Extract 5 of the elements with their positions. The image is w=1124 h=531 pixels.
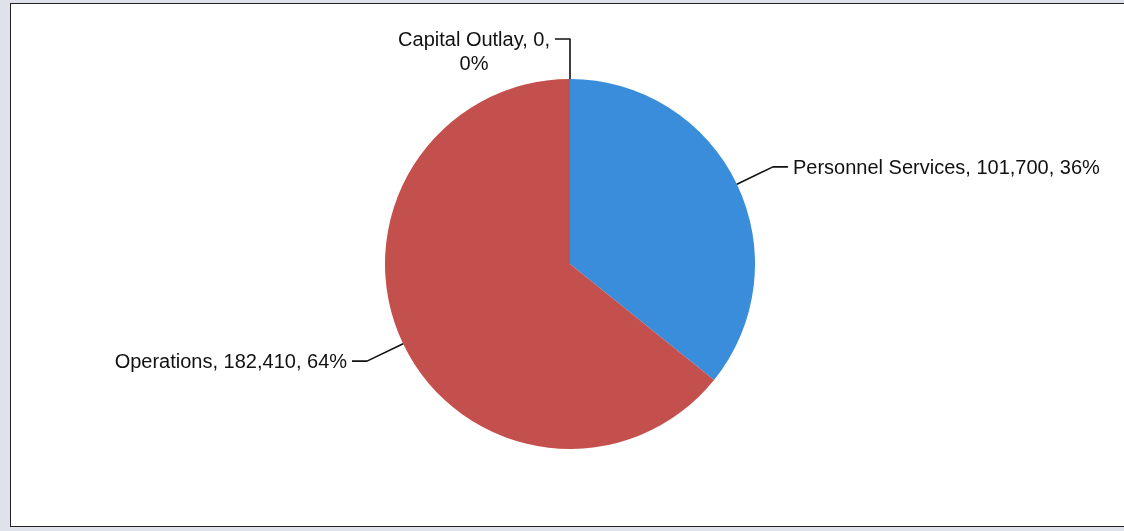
- legend-label: Capital Outlay, 0, 0%: [398, 28, 551, 74]
- slice-label: Personnel Services, 101,700, 36%: [792, 155, 1101, 178]
- pie-slice: [570, 79, 755, 381]
- slice-label: Operations, 182,410, 64%: [114, 350, 348, 373]
- pie-slice: [385, 79, 715, 449]
